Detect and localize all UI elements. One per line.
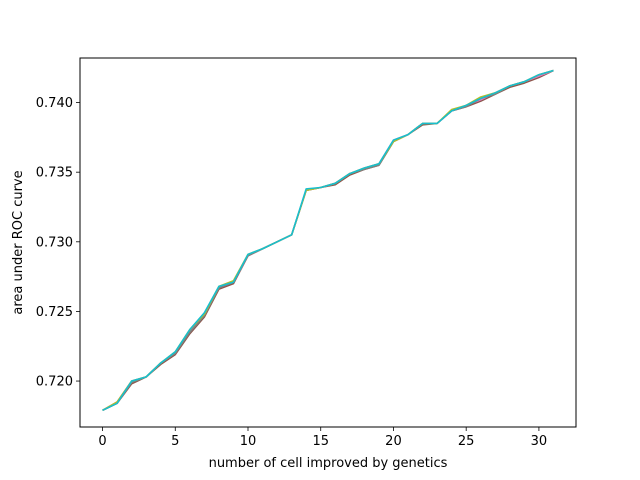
y-tick-label: 0.740: [36, 96, 73, 111]
x-tick-label: 0: [98, 434, 106, 449]
x-tick-label: 20: [385, 434, 402, 449]
plot-area: [80, 58, 576, 427]
y-axis-ticks: 0.720 0.725 0.730 0.735 0.740: [36, 96, 80, 390]
y-axis-label: area under ROC curve: [11, 170, 26, 314]
series-layer: [102, 69, 554, 412]
x-tick-label: 25: [458, 434, 475, 449]
x-tick-label: 5: [171, 434, 179, 449]
plot-frame: [79, 57, 577, 428]
x-axis-ticks: 0 5 10 15 20 25 30: [98, 427, 547, 449]
x-axis-label: number of cell improved by genetics: [209, 456, 448, 471]
x-tick-label: 10: [240, 434, 257, 449]
series-line-5: [102, 69, 554, 412]
y-tick-label: 0.730: [36, 235, 73, 250]
x-tick-label: 30: [531, 434, 548, 449]
y-tick-label: 0.735: [36, 166, 73, 181]
y-tick-label: 0.720: [36, 375, 73, 390]
y-tick-label: 0.725: [36, 305, 73, 320]
x-tick-label: 15: [312, 434, 329, 449]
